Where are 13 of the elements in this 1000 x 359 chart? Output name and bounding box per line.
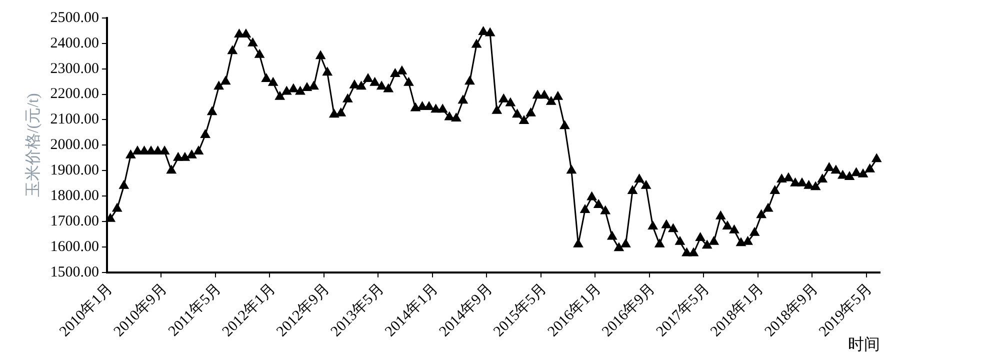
x-axis-title: 时间 <box>848 336 880 354</box>
y-axis-title: 玉米价格/(元/t) <box>24 93 42 198</box>
y-tick-label: 2200.00 <box>50 86 99 102</box>
y-tick-label: 2300.00 <box>50 60 99 77</box>
y-tick-label: 2000.00 <box>50 137 99 154</box>
y-tick-label: 1600.00 <box>50 238 99 255</box>
y-tick-label: 1900.00 <box>50 162 99 179</box>
y-tick-label: 2100.00 <box>50 112 99 128</box>
y-tick-label: 1800.00 <box>50 188 99 204</box>
y-tick-label: 2400.00 <box>50 35 99 52</box>
y-tick-label: 1500.00 <box>50 264 99 280</box>
y-tick-label: 1700.00 <box>50 213 99 230</box>
y-tick-label: 2500.00 <box>50 10 99 26</box>
